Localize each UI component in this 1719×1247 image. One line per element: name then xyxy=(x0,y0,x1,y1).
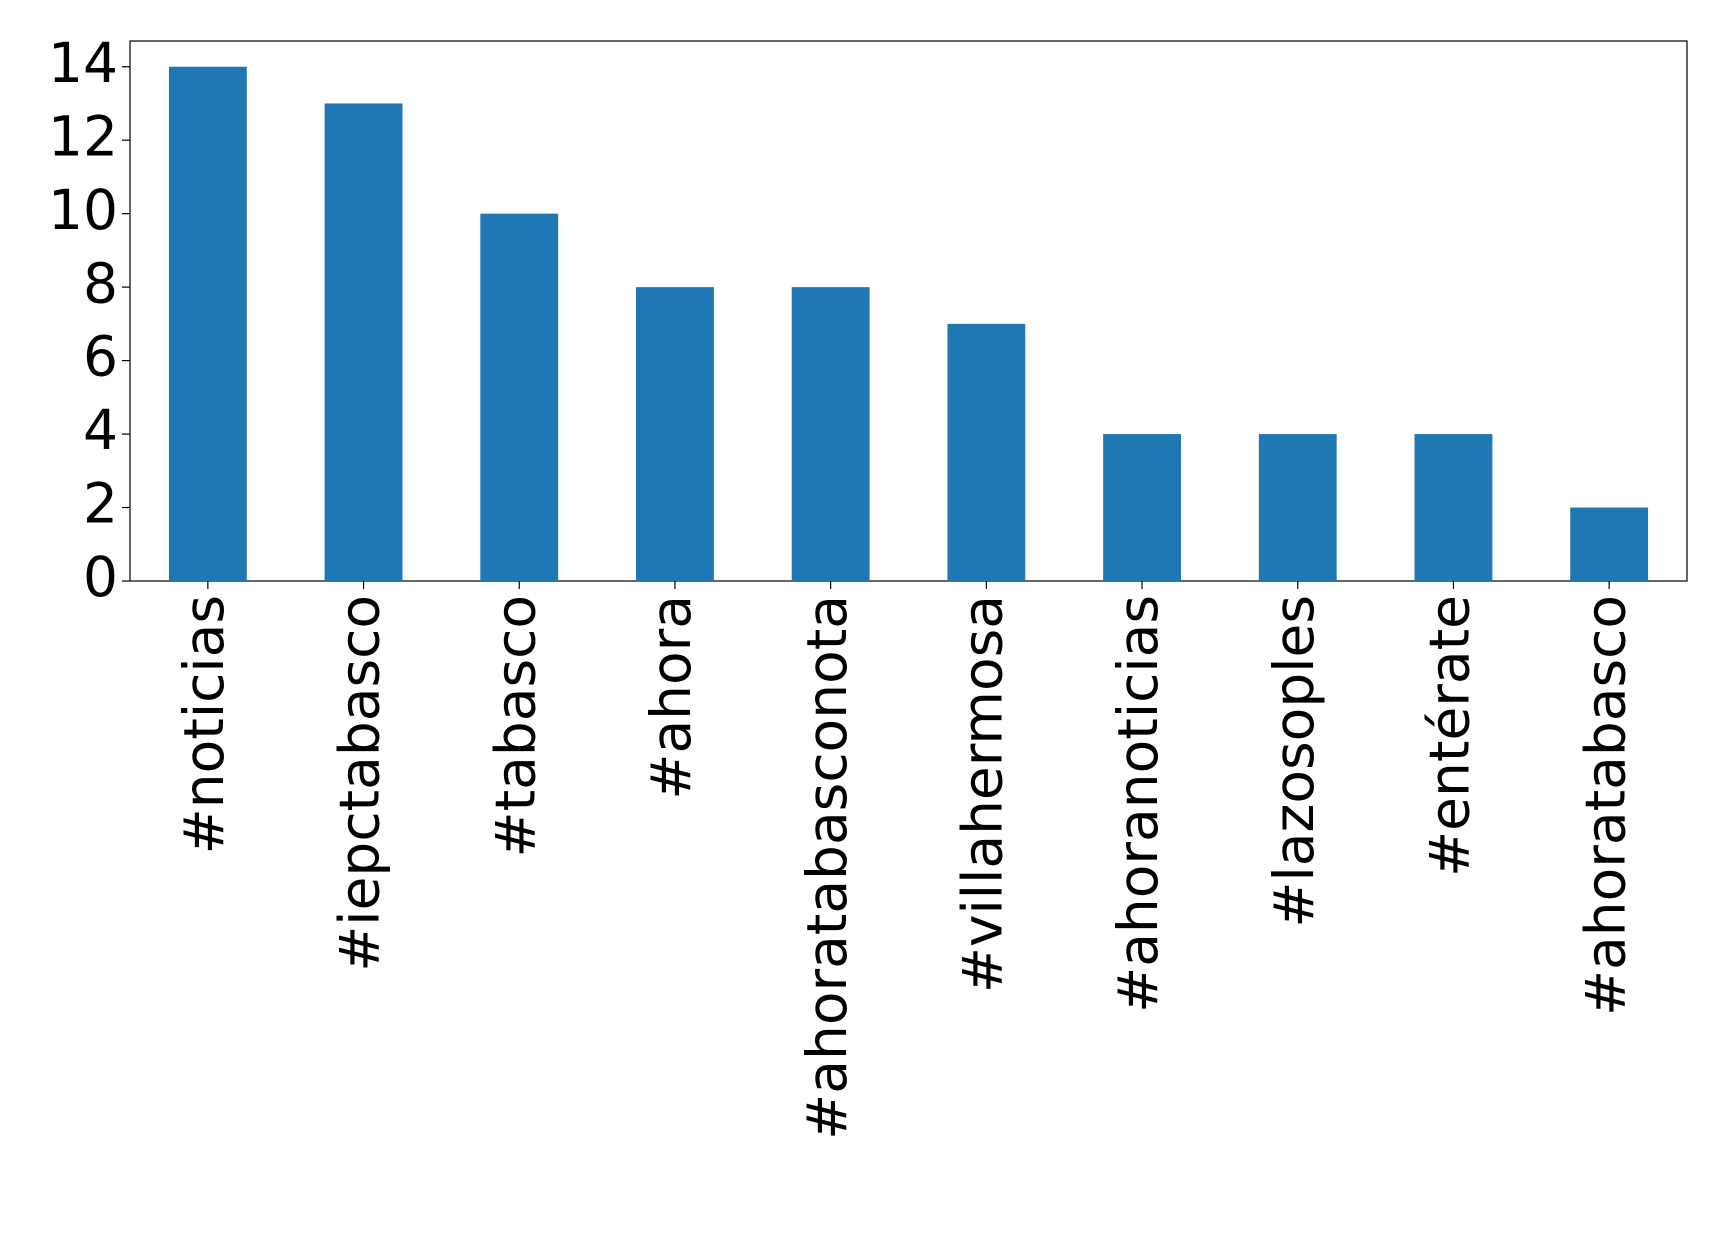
x-tick-label: #villahermosa xyxy=(950,595,1014,993)
y-tick-label: 8 xyxy=(83,251,118,315)
x-tick-label: #ahoratabasconota xyxy=(795,595,859,1140)
x-tick-label: #tabasco xyxy=(483,595,547,858)
x-tick-label: #ahoranoticias xyxy=(1106,595,1170,1013)
bar xyxy=(1414,434,1493,581)
plot-frame xyxy=(129,40,1688,582)
bar xyxy=(168,66,247,581)
y-tick-label: 4 xyxy=(83,398,118,462)
bar xyxy=(947,323,1026,581)
x-tick-label: #ahora xyxy=(639,595,703,800)
x-tick-label: #lazosoples xyxy=(1262,595,1326,928)
y-tick-label: 14 xyxy=(48,31,118,95)
y-tick-label: 12 xyxy=(48,104,118,168)
bar xyxy=(480,213,559,581)
bar xyxy=(1103,434,1181,581)
bar xyxy=(324,103,403,582)
x-tick-label: #ahoratabasco xyxy=(1573,595,1637,1016)
x-tick-label: #iepctabasco xyxy=(328,595,392,972)
bar xyxy=(791,287,870,581)
y-tick-label: 10 xyxy=(48,178,118,242)
x-tick-label: #noticias xyxy=(172,595,236,854)
y-tick-label: 0 xyxy=(83,545,118,609)
y-tick-label: 2 xyxy=(83,472,118,536)
x-tick-label: #entérate xyxy=(1418,595,1482,877)
bar xyxy=(1258,434,1337,581)
y-tick-label: 6 xyxy=(83,325,118,389)
bar xyxy=(1570,507,1649,581)
bar xyxy=(636,287,714,581)
